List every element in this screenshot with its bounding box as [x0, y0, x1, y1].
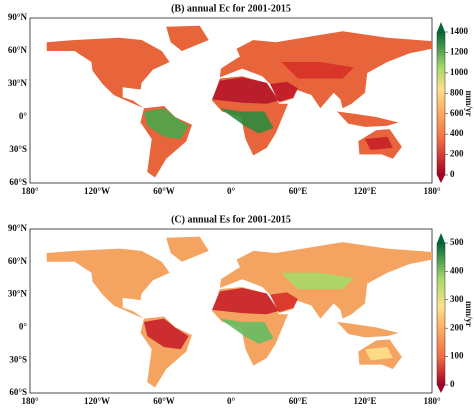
lat-label: 90°N [8, 223, 28, 233]
panel-title: (B) annual Ec for 2001-2015 [171, 3, 291, 14]
colorbar-tick-label: 1200 [450, 46, 469, 56]
landmass [166, 236, 209, 262]
lat-label: 0° [19, 111, 28, 121]
climate-zone [212, 288, 280, 315]
climate-zone [270, 81, 298, 102]
colorbar-tick-label: 400 [450, 128, 464, 138]
lon-label: 180° [21, 186, 39, 196]
lon-label: 120°W [84, 186, 110, 196]
lat-label: 60°N [8, 45, 28, 55]
lon-label: 60°W [153, 186, 175, 196]
landmass [337, 321, 399, 338]
colorbar-arrow [437, 385, 445, 393]
lon-label: 180° [423, 396, 441, 406]
lat-label: 60°N [8, 256, 28, 266]
colorbar-arrow [437, 233, 445, 243]
colorbar-tick-label: 0 [450, 379, 455, 389]
landmass [46, 248, 170, 319]
colorbar-tick-label: 600 [450, 108, 464, 118]
panel-title: (C) annual Es for 2001-2015 [171, 214, 291, 225]
climate-zone [143, 318, 189, 350]
climate-zone [365, 347, 393, 361]
colorbar [436, 31, 446, 176]
colorbar-tick-label: 200 [450, 322, 464, 332]
colorbar-label: mm/yr [464, 91, 474, 117]
colorbar [436, 242, 446, 386]
climate-zone [143, 108, 189, 139]
colorbar-tick-label: 400 [450, 265, 464, 275]
lat-label: 30°N [8, 289, 28, 299]
lon-label: 0° [227, 396, 236, 406]
lat-label: 30°S [9, 354, 27, 364]
lat-label: 90°N [8, 12, 28, 22]
climate-zone [281, 272, 354, 290]
colorbar-tick-label: 500 [450, 237, 464, 247]
lon-label: 60°E [289, 186, 308, 196]
climate-zone [219, 108, 274, 134]
lat-label: 30°N [8, 78, 28, 88]
colorbar-tick-label: 200 [450, 149, 464, 159]
lon-label: 0° [227, 186, 236, 196]
lon-label: 120°E [353, 396, 376, 406]
lon-label: 60°W [153, 396, 175, 406]
lat-label: 30°S [9, 144, 27, 154]
lat-label: 60°S [9, 387, 27, 397]
colorbar-tick-label: 1000 [450, 67, 469, 77]
climate-zone [365, 136, 393, 150]
colorbar-tick-label: 100 [450, 351, 464, 361]
climate-zone [212, 77, 280, 104]
colorbar-label: mm/yr [464, 301, 474, 327]
lon-label: 120°W [84, 396, 110, 406]
colorbar-arrow [437, 22, 445, 32]
lon-label: 180° [423, 186, 441, 196]
landmass [46, 37, 170, 109]
lat-label: 0° [19, 321, 28, 331]
climate-zone [270, 292, 298, 313]
lon-label: 180° [21, 396, 39, 406]
colorbar-tick-label: 300 [450, 294, 464, 304]
colorbar-tick-label: 0 [450, 169, 455, 179]
landmass [337, 111, 399, 127]
colorbar-tick-label: 800 [450, 87, 464, 97]
colorbar-arrow [437, 175, 445, 183]
climate-zone [281, 62, 354, 79]
lat-label: 60°S [9, 177, 27, 187]
lon-label: 60°E [289, 396, 308, 406]
lon-label: 120°E [353, 186, 376, 196]
climate-zone [219, 318, 274, 344]
landmass [166, 25, 209, 51]
colorbar-tick-label: 1400 [450, 26, 469, 36]
